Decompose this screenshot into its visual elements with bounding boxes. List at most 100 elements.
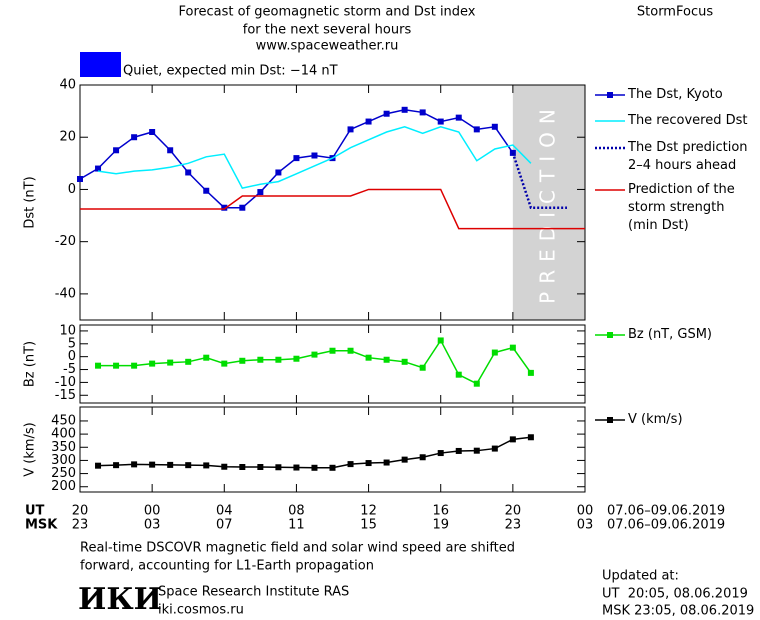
data-point	[401, 358, 408, 365]
data-point	[491, 349, 498, 356]
data-point	[221, 463, 228, 470]
data-point	[419, 364, 426, 371]
data-point	[347, 347, 354, 354]
data-point	[113, 362, 120, 369]
title: for the next several hours	[243, 23, 412, 38]
legend-entry: The recovered Dst	[628, 113, 748, 128]
y-tick-label: 0	[68, 349, 76, 364]
data-point	[185, 462, 192, 469]
y-tick-label: -5	[63, 362, 76, 377]
ut-label: UT	[25, 504, 45, 519]
data-point	[509, 344, 516, 351]
data-point	[257, 464, 264, 470]
x-tick-label-msk: 15	[360, 518, 377, 533]
plot-frame	[79, 84, 586, 321]
legend-swatch	[607, 417, 613, 423]
y-tick-label: -15	[55, 388, 76, 403]
data-point	[455, 447, 462, 454]
status: Quiet, expected min Dst: −14 nT	[123, 64, 338, 79]
data-point	[293, 155, 300, 162]
data-point	[347, 126, 354, 133]
brand: StormFocus	[637, 5, 713, 20]
legend-swatch	[607, 92, 613, 98]
data-point	[311, 152, 318, 159]
data-point	[473, 126, 480, 133]
x-tick-label: 20	[505, 504, 522, 519]
x-tick-label: 20	[72, 504, 89, 519]
date-range: 07.06–09.06.2019	[607, 504, 725, 519]
y-tick-label: 300	[51, 453, 76, 468]
data-point	[383, 459, 390, 466]
series-line	[511, 152, 567, 209]
x-tick-label: 04	[216, 504, 233, 519]
data-point	[329, 347, 336, 354]
legend-entry: Bz (nT, GSM)	[628, 327, 713, 342]
data-point	[365, 118, 372, 125]
note: forward, accounting for L1-Earth propaga…	[80, 559, 374, 574]
series-line	[97, 125, 532, 189]
data-point	[365, 354, 372, 361]
y-tick-label: 40	[59, 78, 76, 93]
updated-ut: UT 20:05, 08.06.2019	[602, 587, 748, 602]
y-tick-label: 400	[51, 427, 76, 442]
data-point	[437, 337, 444, 344]
data-point	[401, 106, 408, 113]
date-range: 07.06–09.06.2019	[607, 518, 725, 533]
data-point	[491, 123, 498, 130]
x-tick-label: 08	[288, 504, 305, 519]
updated-msk: MSK 23:05, 08.06.2019	[602, 604, 754, 619]
plot-frame	[79, 324, 586, 404]
updated-label: Updated at:	[602, 569, 679, 584]
data-point	[113, 462, 120, 469]
data-point	[293, 355, 300, 362]
x-tick-label-msk: 23	[505, 518, 522, 533]
data-point	[95, 362, 102, 369]
data-point	[203, 187, 210, 194]
y-tick-label: 10	[59, 323, 76, 338]
x-tick-label: 00	[144, 504, 161, 519]
data-point	[437, 118, 444, 125]
data-point	[131, 461, 138, 468]
data-point	[221, 360, 228, 367]
data-point	[149, 129, 156, 135]
x-tick-label-msk: 03	[577, 518, 594, 533]
data-point	[113, 147, 120, 154]
y-axis-title: V (km/s)	[23, 422, 38, 477]
data-point	[311, 464, 318, 471]
data-point	[383, 356, 390, 363]
prediction-label: PREDICTION	[535, 101, 559, 304]
data-point	[473, 380, 480, 387]
legend-entry: V (km/s)	[628, 412, 683, 427]
series-line	[80, 188, 585, 230]
data-point	[527, 369, 534, 376]
data-point	[455, 371, 462, 378]
y-tick-label: 200	[51, 479, 76, 494]
y-tick-label: 250	[51, 466, 76, 481]
x-tick-label: 16	[432, 504, 449, 519]
data-point	[221, 204, 228, 211]
data-point	[437, 450, 444, 457]
y-tick-label: 450	[51, 413, 76, 428]
url: iki.cosmos.ru	[158, 603, 244, 618]
data-point	[275, 464, 282, 471]
series-line	[98, 436, 531, 469]
x-tick-label-msk: 11	[288, 518, 305, 533]
y-axis-title: Dst (nT)	[23, 176, 38, 228]
status-swatch	[80, 52, 121, 77]
data-point	[167, 147, 174, 154]
institute: Space Research Institute RAS	[158, 585, 349, 600]
y-tick-label: -10	[55, 375, 76, 390]
y-axis-title: Bz (nT)	[23, 341, 38, 387]
data-point	[149, 360, 156, 367]
y-tick-label: -40	[55, 286, 76, 301]
y-tick-label: -20	[55, 234, 76, 249]
data-point	[527, 434, 534, 441]
data-point	[239, 204, 246, 211]
msk-label: MSK	[25, 518, 58, 533]
data-point	[239, 357, 246, 364]
data-point	[77, 176, 83, 182]
plot-frame	[79, 406, 586, 493]
data-point	[167, 461, 174, 468]
